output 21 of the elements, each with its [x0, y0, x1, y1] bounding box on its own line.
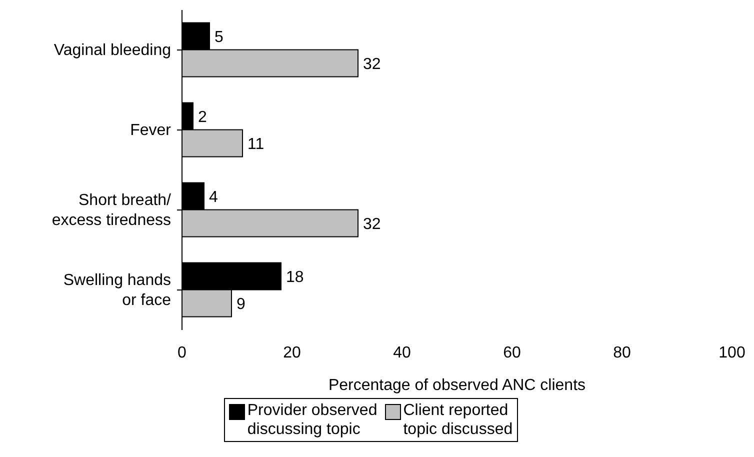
x-tick-label: 80 — [613, 344, 631, 362]
data-label: 11 — [248, 136, 264, 153]
data-label: 2 — [198, 108, 207, 126]
data-label: 18 — [286, 268, 304, 286]
x-tick-label: 60 — [503, 344, 521, 362]
y-tick-label: Short breath/ excess tiredness — [52, 192, 172, 228]
y-tick-label: Swelling hands or face — [63, 272, 172, 308]
x-tick-label: 100 — [718, 344, 746, 362]
data-label: 4 — [209, 188, 218, 206]
data-label: 32 — [363, 56, 381, 73]
x-tick-label: 40 — [393, 344, 411, 362]
x-axis-title: Percentage of observed ANC clients — [328, 377, 586, 394]
y-tick-label: Fever — [130, 122, 172, 138]
data-label: 9 — [236, 296, 246, 313]
data-label: 32 — [363, 216, 381, 233]
y-tick-label: Vaginal bleeding — [54, 42, 171, 58]
data-label: 5 — [214, 28, 224, 46]
x-tick-label: 20 — [283, 344, 301, 362]
legend-label: Client reported topic discussed — [403, 401, 513, 439]
legend-label: Provider observed discussing topic — [247, 401, 378, 439]
x-tick-label: 0 — [178, 344, 187, 362]
